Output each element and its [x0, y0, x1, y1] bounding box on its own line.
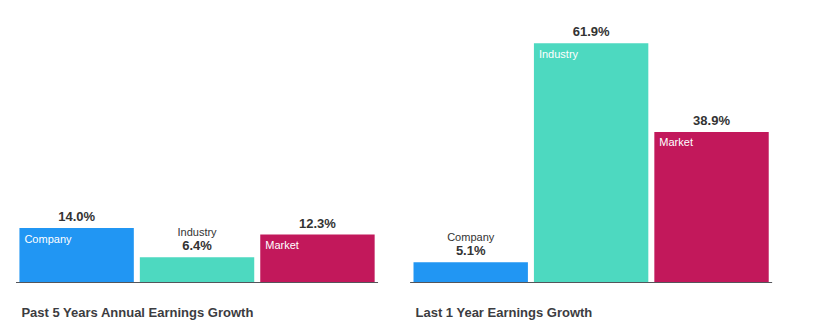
svg-text:12.3%: 12.3% [299, 216, 336, 231]
svg-text:38.9%: 38.9% [693, 113, 730, 128]
svg-text:14.0%: 14.0% [58, 209, 95, 224]
svg-text:61.9%: 61.9% [573, 24, 610, 39]
svg-text:Market: Market [659, 136, 693, 148]
svg-text:Industry: Industry [539, 48, 579, 60]
svg-text:Company: Company [24, 233, 72, 245]
svg-text:Past 5 Years Annual Earnings G: Past 5 Years Annual Earnings Growth [21, 305, 253, 320]
svg-text:6.4%: 6.4% [182, 238, 212, 253]
svg-text:Market: Market [265, 239, 299, 251]
svg-text:Industry: Industry [177, 226, 217, 238]
svg-text:5.1%: 5.1% [456, 243, 486, 258]
svg-text:Company: Company [447, 231, 495, 243]
svg-text:Last 1 Year Earnings Growth: Last 1 Year Earnings Growth [416, 305, 593, 320]
